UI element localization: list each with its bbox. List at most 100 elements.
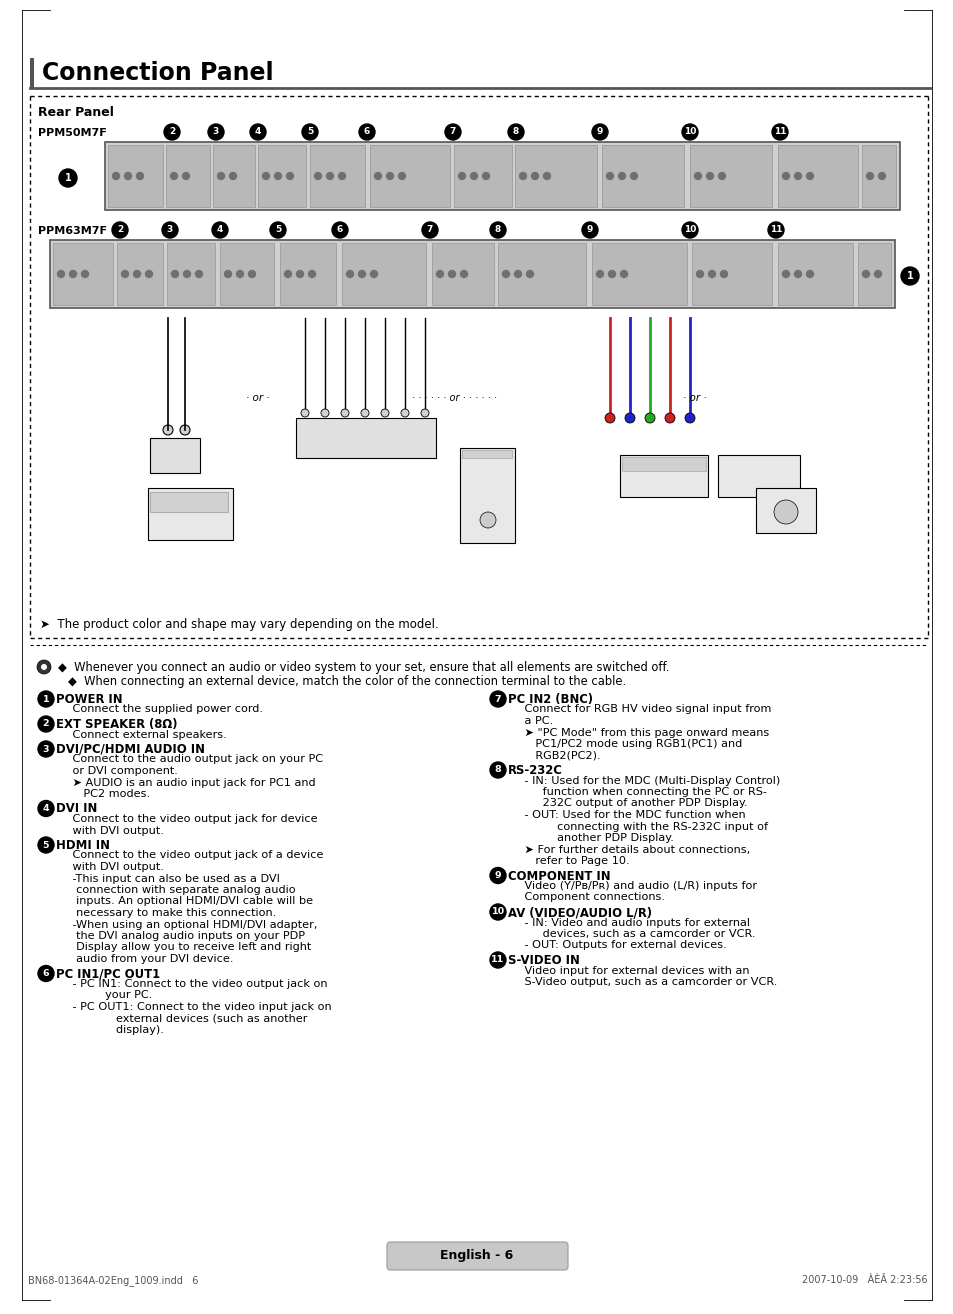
Text: POWER IN: POWER IN <box>56 692 122 706</box>
Text: audio from your DVI device.: audio from your DVI device. <box>58 954 233 964</box>
Circle shape <box>874 271 881 277</box>
Circle shape <box>164 124 180 141</box>
Circle shape <box>490 953 505 968</box>
FancyBboxPatch shape <box>621 457 705 470</box>
Circle shape <box>781 172 789 180</box>
Text: refer to Page 10.: refer to Page 10. <box>510 855 629 866</box>
Circle shape <box>326 172 334 180</box>
Text: 2: 2 <box>43 720 50 728</box>
Text: English - 6: English - 6 <box>440 1250 513 1263</box>
Circle shape <box>865 172 873 180</box>
FancyBboxPatch shape <box>295 418 436 459</box>
Text: Connection Panel: Connection Panel <box>42 60 274 85</box>
Text: 2007-10-09   ÀÈÂ 2:23:56: 2007-10-09 ÀÈÂ 2:23:56 <box>801 1275 927 1285</box>
Circle shape <box>490 691 505 707</box>
Circle shape <box>136 172 143 180</box>
Circle shape <box>684 413 695 423</box>
Text: 4: 4 <box>254 127 261 137</box>
Circle shape <box>502 271 509 277</box>
FancyBboxPatch shape <box>108 145 163 208</box>
Text: 9: 9 <box>495 871 500 880</box>
Text: with DVI output.: with DVI output. <box>58 825 164 836</box>
Circle shape <box>38 716 54 732</box>
Text: ➤ AUDIO is an audio input jack for PC1 and: ➤ AUDIO is an audio input jack for PC1 a… <box>58 778 315 787</box>
Text: 8: 8 <box>513 127 518 137</box>
Text: · · · · · · or · · · · · ·: · · · · · · or · · · · · · <box>412 393 497 403</box>
Text: Component connections.: Component connections. <box>510 892 664 903</box>
Text: - IN: Video and audio inputs for external: - IN: Video and audio inputs for externa… <box>510 917 749 928</box>
Text: S-Video output, such as a camcorder or VCR.: S-Video output, such as a camcorder or V… <box>510 978 777 987</box>
Text: BN68-01364A-02Eng_1009.indd   6: BN68-01364A-02Eng_1009.indd 6 <box>28 1275 198 1286</box>
Circle shape <box>805 271 813 277</box>
Text: PPM50M7F: PPM50M7F <box>38 127 107 138</box>
Circle shape <box>458 172 465 180</box>
Text: Rear Panel: Rear Panel <box>38 106 113 120</box>
Text: 7: 7 <box>450 127 456 137</box>
Circle shape <box>296 271 303 277</box>
Circle shape <box>794 271 801 277</box>
Circle shape <box>781 271 789 277</box>
Text: PC IN1/PC OUT1: PC IN1/PC OUT1 <box>56 967 160 980</box>
Circle shape <box>41 664 47 670</box>
Circle shape <box>370 271 377 277</box>
Text: a PC.: a PC. <box>510 716 553 727</box>
Circle shape <box>208 124 224 141</box>
FancyBboxPatch shape <box>341 243 426 305</box>
Circle shape <box>274 172 281 180</box>
Circle shape <box>162 222 178 238</box>
Text: ◆  Whenever you connect an audio or video system to your set, ensure that all el: ◆ Whenever you connect an audio or video… <box>58 661 669 674</box>
Circle shape <box>121 271 129 277</box>
Circle shape <box>320 409 329 417</box>
Circle shape <box>460 271 467 277</box>
Text: - PC OUT1: Connect to the video input jack on: - PC OUT1: Connect to the video input ja… <box>58 1003 332 1012</box>
Circle shape <box>507 124 523 141</box>
FancyBboxPatch shape <box>601 145 683 208</box>
Circle shape <box>217 172 224 180</box>
Text: 7: 7 <box>495 695 500 703</box>
Text: ➤ "PC Mode" from this page onward means: ➤ "PC Mode" from this page onward means <box>510 728 768 737</box>
Circle shape <box>900 267 918 285</box>
Text: 8: 8 <box>494 766 501 774</box>
Text: the DVI analog audio inputs on your PDP: the DVI analog audio inputs on your PDP <box>58 932 305 941</box>
FancyBboxPatch shape <box>148 487 233 540</box>
FancyBboxPatch shape <box>117 243 163 305</box>
Circle shape <box>302 124 317 141</box>
Circle shape <box>171 172 177 180</box>
FancyBboxPatch shape <box>461 449 512 459</box>
Circle shape <box>771 124 787 141</box>
Text: 6: 6 <box>43 968 50 978</box>
Text: 9: 9 <box>597 127 602 137</box>
Circle shape <box>805 172 813 180</box>
Text: 10: 10 <box>683 226 696 234</box>
Circle shape <box>664 413 675 423</box>
FancyBboxPatch shape <box>310 145 365 208</box>
FancyBboxPatch shape <box>778 145 857 208</box>
Text: 9: 9 <box>586 226 593 234</box>
Text: ◆  When connecting an external device, match the color of the connection termina: ◆ When connecting an external device, ma… <box>68 675 625 689</box>
Text: 11: 11 <box>491 955 504 964</box>
Text: Video input for external devices with an: Video input for external devices with an <box>510 966 749 975</box>
Text: 5: 5 <box>307 127 313 137</box>
FancyBboxPatch shape <box>30 58 34 88</box>
Text: · or ·: · or · <box>682 393 706 403</box>
FancyBboxPatch shape <box>432 243 494 305</box>
Circle shape <box>619 271 627 277</box>
Text: ➤  The product color and shape may vary depending on the model.: ➤ The product color and shape may vary d… <box>40 618 438 631</box>
FancyBboxPatch shape <box>370 145 450 208</box>
Circle shape <box>332 222 348 238</box>
Text: AV (VIDEO/AUDIO L/R): AV (VIDEO/AUDIO L/R) <box>507 905 651 918</box>
FancyBboxPatch shape <box>387 1242 567 1271</box>
Circle shape <box>630 172 637 180</box>
FancyBboxPatch shape <box>150 491 228 512</box>
Circle shape <box>444 124 460 141</box>
Circle shape <box>38 691 54 707</box>
Text: 6: 6 <box>336 226 343 234</box>
FancyBboxPatch shape <box>592 243 686 305</box>
Text: -When using an optional HDMI/DVI adapter,: -When using an optional HDMI/DVI adapter… <box>58 920 317 929</box>
Text: PPM63M7F: PPM63M7F <box>38 226 107 237</box>
Text: 3: 3 <box>43 745 50 753</box>
Text: 2: 2 <box>169 127 175 137</box>
FancyBboxPatch shape <box>778 243 852 305</box>
Text: another PDP Display.: another PDP Display. <box>510 833 673 844</box>
FancyBboxPatch shape <box>105 142 899 210</box>
